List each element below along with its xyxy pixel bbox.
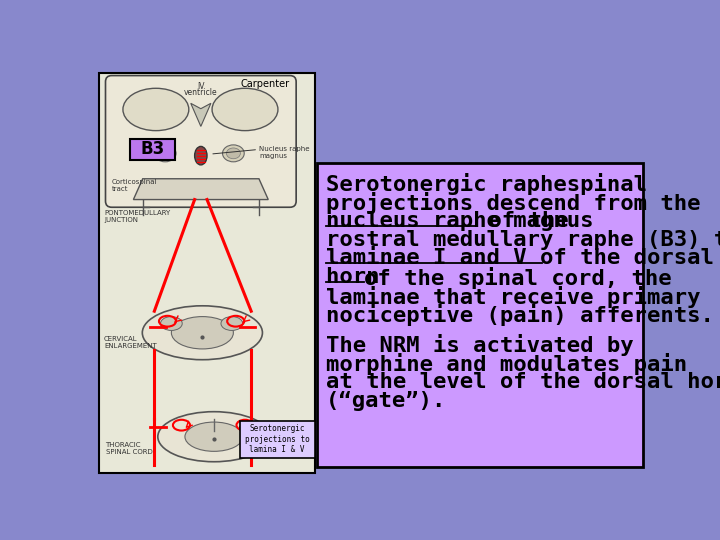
Text: PONTOMEDULLARY
JUNCTION: PONTOMEDULLARY JUNCTION	[104, 210, 170, 222]
Text: of the: of the	[475, 211, 569, 231]
Text: projections descend from the: projections descend from the	[326, 192, 701, 214]
Text: Serotonergic
projections to
lamina I & V: Serotonergic projections to lamina I & V	[245, 424, 310, 454]
Ellipse shape	[212, 88, 278, 131]
Text: Corticospinal
tract: Corticospinal tract	[112, 179, 157, 192]
Text: THORACIC
SPINAL CORD: THORACIC SPINAL CORD	[106, 442, 152, 455]
Ellipse shape	[158, 411, 270, 462]
FancyBboxPatch shape	[99, 72, 315, 473]
Text: Serotonergic raphespinal: Serotonergic raphespinal	[326, 173, 647, 195]
FancyBboxPatch shape	[240, 421, 315, 457]
FancyBboxPatch shape	[106, 76, 296, 207]
Polygon shape	[191, 103, 211, 126]
Text: CERVICAL
ENLARGEMENT: CERVICAL ENLARGEMENT	[104, 336, 157, 349]
Text: B3: B3	[140, 140, 165, 159]
Ellipse shape	[222, 145, 244, 162]
Ellipse shape	[154, 145, 176, 162]
Text: Nucleus raphe
magnus: Nucleus raphe magnus	[259, 146, 310, 159]
Text: nociceptive (pain) afferents.: nociceptive (pain) afferents.	[326, 305, 714, 327]
Ellipse shape	[123, 88, 189, 131]
Text: morphine and modulates pain: morphine and modulates pain	[326, 353, 688, 375]
Polygon shape	[133, 179, 269, 200]
Ellipse shape	[158, 148, 172, 159]
Text: IV: IV	[197, 82, 204, 91]
Ellipse shape	[143, 306, 262, 360]
Text: The NRM is activated by: The NRM is activated by	[326, 334, 634, 356]
Text: horn: horn	[326, 267, 393, 287]
Ellipse shape	[194, 146, 207, 165]
Text: laminae I and V of the dorsal: laminae I and V of the dorsal	[326, 248, 714, 268]
Ellipse shape	[171, 316, 233, 349]
FancyBboxPatch shape	[130, 139, 175, 159]
Ellipse shape	[161, 316, 182, 330]
Text: laminae that receive primary: laminae that receive primary	[326, 286, 701, 308]
Text: Carpenter: Carpenter	[240, 79, 290, 89]
Text: of the spinal cord, the: of the spinal cord, the	[364, 267, 671, 289]
Ellipse shape	[221, 316, 243, 330]
Text: at the level of the dorsal horn: at the level of the dorsal horn	[326, 372, 720, 392]
Ellipse shape	[185, 422, 243, 451]
Text: rostral medullary raphe (B3) to: rostral medullary raphe (B3) to	[326, 230, 720, 249]
FancyBboxPatch shape	[317, 163, 642, 467]
Text: ventricle: ventricle	[184, 88, 217, 97]
Ellipse shape	[226, 148, 240, 159]
Text: nucleus raphe magnus: nucleus raphe magnus	[326, 211, 594, 231]
Text: (“gate”).: (“gate”).	[326, 390, 446, 410]
